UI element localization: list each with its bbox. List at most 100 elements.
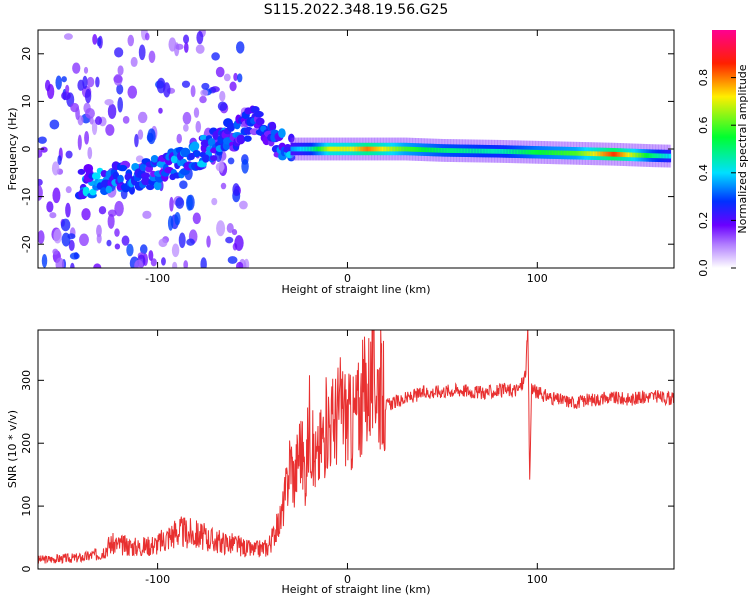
heatmap-core [463, 148, 467, 154]
snr-panel: -100 0 100 0 100 200 300 Height of straight li… [6, 329, 675, 596]
heatmap-speckle [105, 124, 115, 136]
heatmap-core [661, 153, 664, 159]
heatmap-core [346, 146, 350, 152]
heatmap-speckle [185, 194, 193, 211]
heatmap-speckle [65, 186, 72, 194]
heatmap-speckle [148, 250, 154, 261]
heatmap-core [603, 151, 606, 157]
heatmap-speckle [113, 75, 123, 84]
heatmap-speckle [178, 232, 186, 249]
heatmap-core [322, 146, 325, 152]
heatmap-marks [38, 30, 672, 268]
heatmap-speckle [211, 197, 218, 206]
heatmap-speckle [195, 120, 202, 133]
heatmap-core [326, 146, 330, 152]
heatmap-blob [141, 177, 151, 186]
heatmap-core [451, 148, 454, 153]
heatmap-speckle [227, 157, 235, 165]
heatmap-speckle [130, 56, 138, 68]
heatmap-core [651, 153, 655, 159]
heatmap-core [591, 151, 594, 157]
heatmap-core [427, 147, 430, 153]
heatmap-speckle [127, 85, 138, 99]
heatmap-blob [210, 155, 218, 162]
heatmap-blob [118, 164, 128, 172]
heatmap-core [530, 149, 533, 155]
heatmap-speckle [60, 218, 71, 232]
heatmap-core [434, 147, 438, 153]
heatmap-core [507, 149, 511, 154]
heatmap-core [556, 150, 559, 156]
heatmap-speckle [96, 224, 102, 238]
heatmap-speckle [234, 235, 244, 251]
heatmap-core [436, 147, 439, 153]
heatmap-speckle [38, 230, 45, 244]
heatmap-core [352, 146, 356, 152]
heatmap-speckle [231, 229, 238, 236]
heatmap-core [440, 147, 444, 153]
heatmap-core [627, 152, 631, 158]
heatmap-core [408, 146, 412, 152]
heatmap-core [495, 148, 498, 154]
heatmap-speckle [139, 244, 148, 255]
heatmap-speckle [81, 208, 91, 221]
heatmap-core [659, 153, 662, 159]
heatmap-speckle [52, 187, 61, 204]
heatmap-core [539, 150, 542, 155]
heatmap-core [601, 151, 605, 157]
heatmap-speckle [179, 180, 188, 189]
heatmap-core [589, 151, 593, 157]
heatmap-core [612, 151, 615, 157]
heatmap-core [557, 150, 561, 156]
heatmap-core [366, 146, 369, 152]
heatmap-x-tick-label: 0 [344, 272, 351, 285]
heatmap-speckle [216, 220, 226, 237]
heatmap-core [623, 152, 626, 157]
heatmap-speckle [215, 162, 225, 172]
heatmap-core [647, 153, 650, 158]
snr-y-tick-label: 0 [20, 566, 33, 573]
heatmap-core [296, 146, 299, 152]
heatmap-speckle [38, 149, 43, 158]
heatmap-core [518, 149, 521, 155]
heatmap-core [313, 146, 316, 152]
heatmap-core [484, 148, 488, 154]
heatmap-speckle [40, 146, 48, 153]
heatmap-core [629, 152, 632, 158]
heatmap-speckle [55, 75, 62, 90]
heatmap-blob [227, 122, 236, 132]
heatmap-blob [140, 172, 151, 179]
heatmap-core [598, 151, 602, 157]
heatmap-speckle [181, 80, 191, 88]
heatmap-xlabel: Height of straight line (km) [281, 283, 430, 296]
heatmap-core [644, 153, 647, 158]
heatmap-core [320, 146, 324, 152]
heatmap-core [323, 146, 327, 152]
heatmap-core [398, 146, 401, 152]
heatmap-core [667, 153, 670, 159]
heatmap-speckle [96, 37, 102, 47]
heatmap-core [580, 151, 583, 156]
heatmap-y-tick-label: 10 [20, 94, 33, 108]
snr-y-tick-label: 200 [20, 433, 33, 454]
heatmap-core [600, 151, 603, 157]
heatmap-core [337, 146, 340, 152]
heatmap-speckle [193, 107, 200, 118]
heatmap-speckle [206, 235, 211, 248]
heatmap-core [658, 153, 661, 159]
heatmap-core [316, 146, 319, 152]
heatmap-core [497, 148, 500, 154]
heatmap-speckle [55, 257, 65, 268]
heatmap-core [384, 146, 388, 152]
heatmap-speckle [57, 155, 62, 166]
heatmap-core [389, 146, 392, 152]
heatmap-speckle [126, 243, 134, 257]
heatmap-blob [212, 131, 219, 140]
heatmap-blob [207, 137, 216, 147]
snr-series-line [38, 330, 674, 564]
heatmap-core [489, 148, 492, 154]
heatmap-speckle [186, 238, 195, 246]
heatmap-speckle [41, 254, 48, 268]
heatmap-blob [253, 110, 264, 118]
